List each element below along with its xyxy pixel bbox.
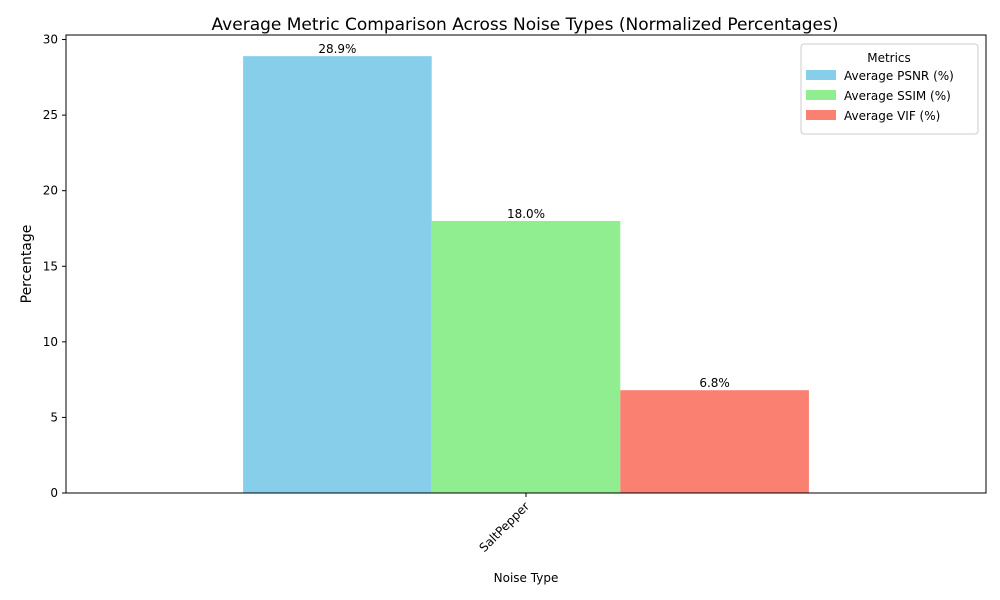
- chart-title: Average Metric Comparison Across Noise T…: [212, 15, 839, 35]
- bar-data-label: 6.8%: [699, 376, 730, 390]
- legend-title: Metrics: [867, 51, 911, 65]
- y-tick-label: 10: [43, 335, 58, 349]
- bar-average-vif-: [620, 390, 809, 493]
- x-axis-label: Noise Type: [494, 571, 559, 585]
- bar-data-label: 28.9%: [318, 42, 356, 56]
- legend-swatch: [806, 110, 836, 120]
- legend-swatch: [806, 90, 836, 100]
- y-tick-label: 5: [50, 410, 58, 424]
- plot-area: 0 5 10 15 20 25 30 28.9% 18.0% 6.8% SaltPepper: [43, 33, 809, 555]
- plot-frame: [65, 34, 987, 494]
- bar-average-psnr-: [243, 56, 432, 494]
- y-tick-label: 20: [43, 184, 58, 198]
- y-axis-label: Percentage: [19, 225, 35, 304]
- bar-data-label: 18.0%: [507, 207, 545, 221]
- y-tick-label: 15: [43, 259, 58, 273]
- y-tick-label: 30: [43, 33, 58, 47]
- legend: Metrics Average PSNR (%) Average SSIM (%)…: [800, 43, 979, 135]
- x-tick-label: SaltPepper: [476, 499, 532, 555]
- legend-swatch: [806, 70, 836, 80]
- legend-label: Average PSNR (%): [844, 69, 954, 83]
- y-tick-label: 0: [50, 486, 58, 500]
- y-tick-label: 25: [43, 108, 58, 122]
- bar-average-ssim-: [431, 220, 621, 494]
- legend-label: Average SSIM (%): [844, 89, 951, 103]
- legend-label: Average VIF (%): [844, 109, 940, 123]
- legend-box: [800, 43, 979, 135]
